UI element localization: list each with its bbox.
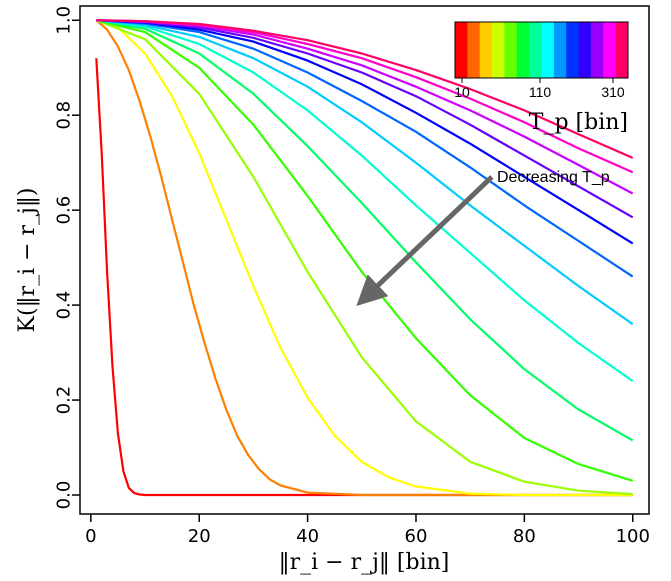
colorbar-swatch-2 xyxy=(467,22,481,78)
series-layer xyxy=(95,19,634,497)
colorbar-swatch-11 xyxy=(578,22,592,78)
colorbar-swatch-6 xyxy=(516,22,530,78)
y-axis-title: K(‖r_i − r_j‖) xyxy=(15,188,40,333)
colorbar-swatch-13 xyxy=(603,22,617,78)
x-tick-label-100: 100 xyxy=(616,526,650,547)
y-tick-label-0.0: 0.0 xyxy=(54,481,75,510)
colorbar-title: T_p [bin] xyxy=(529,110,628,135)
y-tick-label-0.6: 0.6 xyxy=(54,196,75,225)
x-tick-label-80: 80 xyxy=(513,526,536,547)
series-line-10 xyxy=(96,19,634,245)
colorbar-tick-110: 110 xyxy=(529,84,552,100)
x-axis-title: ‖r_i − r_j‖ [bin] xyxy=(279,550,450,575)
series-line-2 xyxy=(95,19,633,497)
series-line-14 xyxy=(96,19,634,159)
series-line-7 xyxy=(96,19,634,383)
series-line-11 xyxy=(96,19,634,219)
series-line-9 xyxy=(96,19,634,278)
y-tick-label-1.0: 1.0 xyxy=(54,6,75,35)
series-line-6 xyxy=(96,19,634,442)
y-tick-label-0.4: 0.4 xyxy=(54,291,75,320)
axes-layer: 0 20 40 60 80 100 0.0 0.2 0.4 0.6 0.8 1.0 xyxy=(54,6,650,547)
colorbar-swatch-4 xyxy=(492,22,505,78)
x-tick-label-40: 40 xyxy=(296,526,319,547)
plot-frame xyxy=(79,5,650,515)
colorbar-tick-310: 310 xyxy=(601,84,625,100)
colorbar-swatch-1 xyxy=(455,22,468,78)
colorbar-swatch-14 xyxy=(615,22,629,78)
series-line-4 xyxy=(95,19,633,496)
series-line-3 xyxy=(95,19,633,497)
decreasing-tp-label: Decreasing T_p xyxy=(497,169,610,186)
colorbar-swatch-9 xyxy=(553,22,567,78)
colorbar-swatch-5 xyxy=(504,22,518,78)
series-line-5 xyxy=(96,19,634,482)
series-line-8 xyxy=(96,19,634,326)
colorbar-swatch-12 xyxy=(590,22,604,78)
x-tick-label-20: 20 xyxy=(188,526,211,547)
x-tick-label-0: 0 xyxy=(85,526,96,547)
colorbar-tick-10: 10 xyxy=(454,84,470,100)
colorbar-swatch-10 xyxy=(566,22,580,78)
y-tick-label-0.8: 0.8 xyxy=(54,101,75,130)
colorbar-frame xyxy=(454,21,629,79)
y-tick-label-0.2: 0.2 xyxy=(54,386,75,415)
colorbar-swatch-3 xyxy=(479,22,493,78)
colorbar-swatch-7 xyxy=(529,22,542,78)
decreasing-tp-arrow xyxy=(356,175,494,306)
colorbar-swatch-8 xyxy=(541,22,555,78)
colorbar xyxy=(454,21,629,83)
x-tick-label-60: 60 xyxy=(405,526,428,547)
